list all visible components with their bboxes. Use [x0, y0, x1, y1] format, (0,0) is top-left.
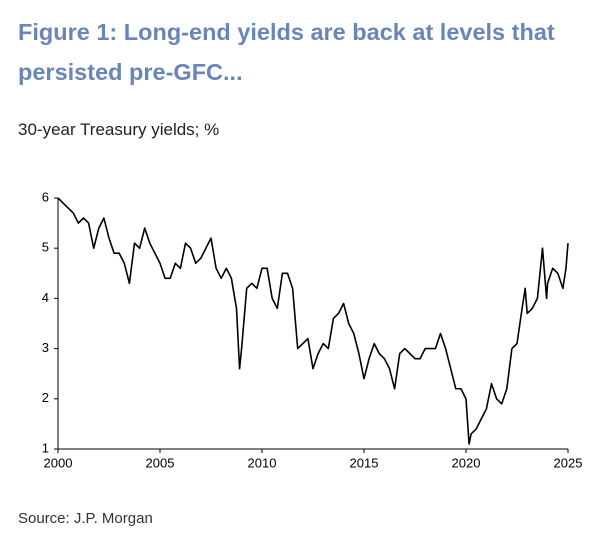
x-tick-label: 2000	[44, 455, 73, 470]
x-tick-label: 2005	[146, 455, 175, 470]
y-tick-label: 2	[42, 390, 49, 405]
y-tick-label: 4	[42, 290, 49, 305]
y-tick-label: 6	[42, 189, 49, 204]
x-tick-label: 2020	[452, 455, 481, 470]
x-tick-label: 2025	[554, 455, 583, 470]
source-note: Source: J.P. Morgan	[18, 510, 153, 527]
chart-subtitle: 30-year Treasury yields; %	[18, 120, 220, 139]
chart-title: Figure 1: Long-end yields are back at le…	[18, 19, 555, 85]
y-tick-label: 1	[42, 440, 49, 455]
x-tick-label: 2015	[350, 455, 379, 470]
x-tick-label: 2010	[248, 455, 277, 470]
chart: 1 2 3 4 5 6 2000 2005 2010 2015 2020 2025	[42, 189, 583, 470]
y-tick-label: 5	[42, 240, 49, 255]
yield-line	[57, 197, 569, 445]
y-tick-label: 3	[42, 340, 49, 355]
